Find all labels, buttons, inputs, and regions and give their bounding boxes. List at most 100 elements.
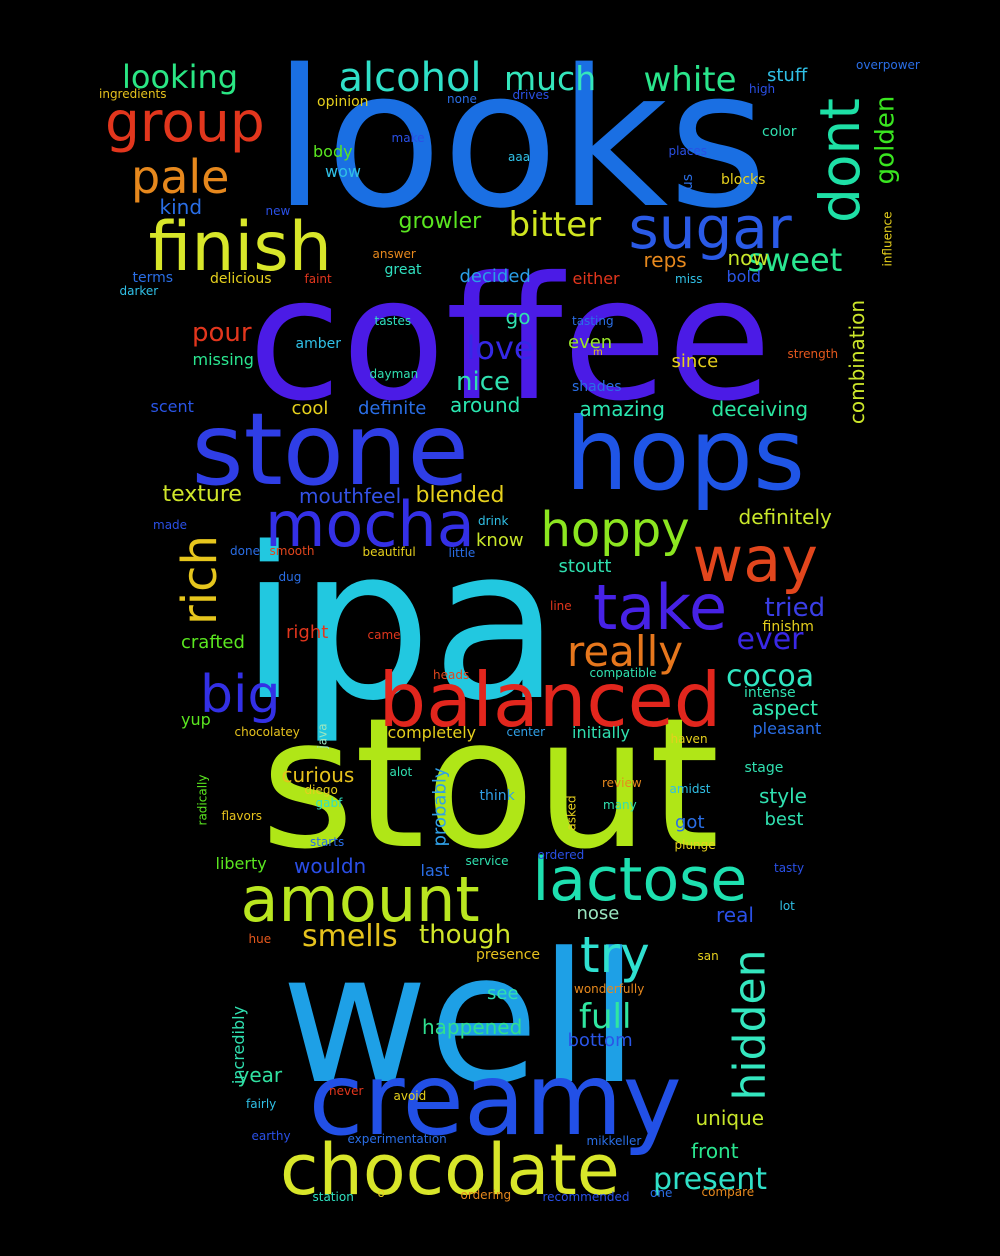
word-curious: curious	[281, 763, 355, 787]
word-terms: terms	[132, 270, 174, 286]
word-done: done	[230, 544, 260, 558]
word-miss: miss	[675, 272, 703, 286]
word-great: great	[384, 262, 422, 278]
word-best: best	[764, 809, 804, 830]
word-golden: golden	[869, 95, 900, 185]
word-yup: yup	[181, 710, 211, 729]
word-now: now	[727, 246, 769, 270]
word-around: around	[450, 393, 521, 417]
word-faint: faint	[304, 272, 332, 286]
word-finish: finish	[148, 208, 332, 287]
word-fairly: fairly	[246, 1097, 277, 1111]
word-recommended: recommended	[542, 1190, 630, 1204]
word-body: body	[313, 142, 353, 161]
word-looking: looking	[122, 58, 239, 96]
word-either: either	[572, 269, 620, 288]
word-o: o	[377, 1186, 385, 1200]
word-real: real	[716, 903, 754, 927]
word-last: last	[420, 861, 450, 880]
word-way: way	[692, 523, 818, 596]
word-dug: dug	[278, 570, 302, 584]
word-chocolate: chocolate	[280, 1129, 620, 1211]
word-ipa: ipa	[240, 502, 561, 747]
word-intense: intense	[744, 685, 796, 701]
word-deceiving: deceiving	[711, 397, 809, 421]
word-ever: ever	[736, 622, 804, 657]
word-dayman: dayman	[369, 367, 419, 381]
word-year: year	[237, 1063, 283, 1087]
word-beautiful: beautiful	[362, 545, 416, 559]
word-blended: blended	[415, 483, 505, 508]
word-drives: drives	[512, 88, 550, 102]
word-service: service	[465, 854, 509, 868]
word-hops: hops	[565, 396, 806, 513]
word-tastes: tastes	[374, 314, 412, 328]
word-think: think	[479, 788, 515, 804]
word-initially: initially	[572, 723, 630, 742]
word-smells: smells	[302, 919, 398, 954]
word-answer: answer	[372, 247, 416, 261]
word-happened: happened	[422, 1015, 523, 1039]
word-never: never	[329, 1084, 364, 1098]
word-amazing: amazing	[579, 397, 665, 421]
word-none: none	[447, 92, 477, 106]
word-experimentation: experimentation	[347, 1132, 447, 1146]
word-java: java	[315, 723, 330, 749]
word-reps: reps	[643, 248, 687, 272]
word-ordering: ordering	[460, 1188, 512, 1202]
word-avoid: avoid	[393, 1089, 427, 1103]
word-amber: amber	[295, 336, 341, 352]
word-much: much	[504, 58, 597, 98]
word-made: made	[153, 518, 188, 532]
word-try: try	[580, 926, 650, 984]
word-pour: pour	[192, 318, 252, 348]
word-alot: alot	[389, 765, 413, 779]
word-blocks: blocks	[721, 172, 766, 188]
word-nose: nose	[576, 903, 620, 924]
word-group: group	[105, 89, 265, 154]
word-tried: tried	[764, 593, 826, 623]
word-presence: presence	[476, 947, 541, 963]
word-smooth: smooth	[269, 544, 315, 558]
word-chocolatey: chocolatey	[234, 725, 300, 739]
word-cool: cool	[291, 398, 329, 419]
word-many: many	[603, 798, 637, 812]
word-definitely: definitely	[738, 505, 832, 529]
word-know: know	[476, 530, 524, 551]
word-white: white	[643, 60, 737, 100]
word-even: even	[568, 332, 613, 353]
word-sweet: sweet	[747, 241, 843, 279]
word-liberty: liberty	[215, 854, 267, 873]
word-amount: amount	[240, 863, 480, 936]
word-color: color	[762, 124, 797, 140]
word-right: right	[286, 622, 329, 643]
word-texture: texture	[162, 482, 242, 507]
word-well: well	[281, 915, 639, 1124]
word-front: front	[691, 1139, 739, 1163]
word-wow: wow	[325, 162, 361, 181]
word-since: since	[671, 351, 719, 372]
word-tasting: tasting	[572, 314, 614, 328]
word-alcohol: alcohol	[338, 55, 482, 101]
word-growler: growler	[398, 209, 482, 234]
word-hidden: hidden	[723, 949, 775, 1101]
word-asked: asked	[564, 795, 579, 831]
word-tasty: tasty	[774, 861, 805, 875]
word-line: line	[550, 599, 572, 613]
word-mocha: mocha	[265, 488, 475, 561]
word-scent: scent	[150, 397, 194, 416]
word-nice: nice	[456, 367, 510, 397]
word-influence: influence	[880, 211, 895, 267]
word-stoutt: stoutt	[558, 556, 612, 577]
word-ingredients: ingredients	[99, 87, 167, 101]
word-high: high	[749, 82, 776, 96]
word-bold: bold	[726, 267, 762, 286]
word-balanced: balanced	[378, 655, 722, 744]
word-strength: strength	[787, 347, 839, 361]
word-center: center	[506, 725, 546, 739]
word-radically: radically	[194, 774, 209, 826]
word-us: us	[680, 173, 697, 191]
word-unique: unique	[695, 1106, 765, 1130]
word-mikkeller: mikkeller	[586, 1134, 642, 1148]
